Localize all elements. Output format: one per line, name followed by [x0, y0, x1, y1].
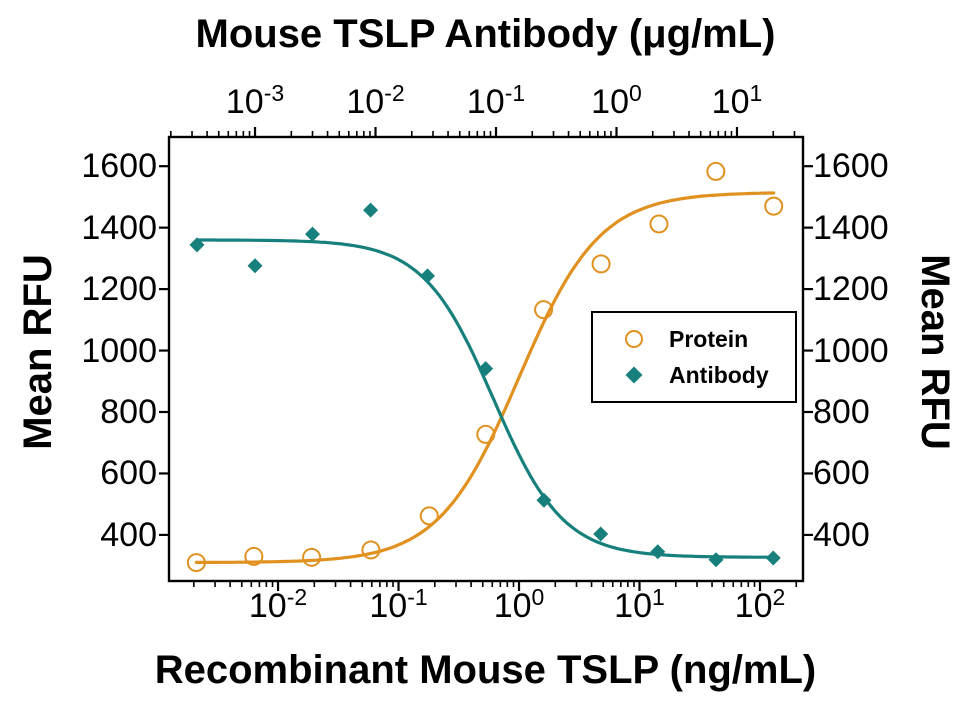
antibody-data-point [247, 258, 263, 274]
antibody-data-point [593, 526, 609, 542]
protein-data-point [706, 161, 726, 181]
y-tick-label-left: 1600 [81, 147, 157, 186]
protein-data-point [302, 547, 322, 567]
antibody-data-point [305, 226, 321, 242]
legend-label-antibody: Antibody [669, 361, 769, 388]
y-tick-label-left: 800 [100, 393, 157, 431]
x-tick-label: 10-3 [225, 80, 285, 121]
filled-diamond-icon [623, 366, 645, 384]
antibody-data-point [478, 361, 494, 377]
y-tick-label-right: 600 [813, 454, 870, 493]
protein-data-point [534, 300, 554, 320]
y-tick-label-left: 400 [100, 515, 157, 554]
y-tick-label-left: 600 [100, 454, 157, 493]
y-tick-label-right: 800 [813, 393, 870, 431]
legend-item-antibody: Antibody [593, 362, 795, 389]
x-tick-label: 10-2 [346, 80, 405, 121]
protein-data-point [361, 540, 381, 560]
protein-data-point [476, 424, 496, 444]
y-tick-label-left: 1000 [81, 331, 157, 370]
y-tick-label-right: 1400 [813, 208, 889, 247]
antibody-data-point [363, 202, 379, 218]
x-tick-label: 101 [614, 584, 665, 625]
x-tick-label: 10-2 [248, 584, 308, 625]
legend-label-protein: Protein [669, 325, 749, 352]
x-tick-label: 10-1 [466, 80, 526, 121]
protein-data-point [186, 553, 206, 573]
protein-data-point [764, 196, 784, 216]
protein-data-point [591, 254, 611, 274]
protein-data-point [419, 506, 439, 526]
y-tick-label-left: 1200 [81, 270, 157, 309]
legend: Protein Antibody [591, 311, 797, 403]
antibody-data-point [765, 550, 781, 566]
y-tick-label-right: 400 [813, 515, 870, 554]
plot-frame [167, 135, 805, 583]
protein-data-point [649, 214, 669, 234]
antibody-data-point [189, 237, 205, 253]
x-tick-label: 102 [734, 584, 786, 625]
right-axis-title: Mean RFU [913, 254, 957, 450]
y-tick-label-right: 1600 [813, 147, 889, 186]
x-tick-label: 100 [591, 80, 642, 121]
bottom-axis-title: Recombinant Mouse TSLP (ng/mL) [154, 648, 817, 692]
x-tick-label: 100 [493, 584, 545, 625]
antibody-data-point [419, 268, 435, 284]
antibody-curve [195, 238, 775, 559]
left-axis-title: Mean RFU [16, 254, 60, 450]
x-tick-label: 10-1 [369, 584, 428, 625]
antibody-data-point [708, 552, 724, 568]
legend-item-protein: Protein [593, 326, 795, 353]
antibody-data-point [536, 492, 552, 508]
protein-data-point [244, 546, 264, 566]
protein-curve [194, 191, 776, 564]
y-tick-label-right: 1000 [813, 331, 889, 370]
x-tick-label: 101 [711, 80, 763, 121]
y-tick-label-left: 1400 [81, 208, 157, 247]
open-circle-icon [623, 330, 645, 348]
antibody-data-point [650, 544, 666, 560]
top-axis-title: Mouse TSLP Antibody (μg/mL) [195, 12, 776, 56]
y-tick-label-right: 1200 [813, 270, 889, 309]
